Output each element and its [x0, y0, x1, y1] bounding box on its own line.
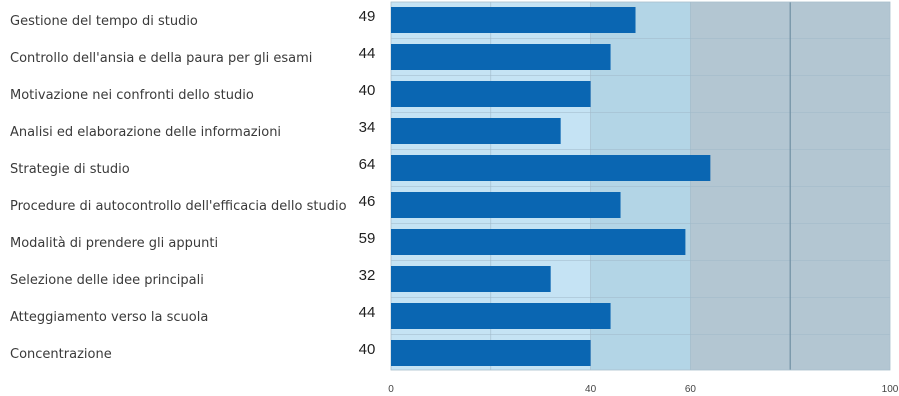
grid-lines: [390, 1, 891, 371]
bar: [391, 229, 686, 255]
value-label: 32: [359, 267, 376, 284]
plot-frame: [390, 1, 891, 371]
value-label: 46: [359, 193, 376, 210]
value-label: 44: [359, 304, 376, 321]
bars: [391, 7, 711, 366]
category-label: Analisi ed elaborazione delle informazio…: [10, 125, 281, 140]
category-label: Strategie di studio: [10, 162, 130, 177]
category-label: Gestione del tempo di studio: [10, 14, 198, 29]
category-labels: Gestione del tempo di studio Controllo de…: [10, 14, 347, 362]
x-tick-label: 40: [585, 384, 597, 395]
x-tick-label: 0: [388, 384, 394, 395]
value-label: 59: [359, 230, 376, 247]
value-labels: 49 44 40 34 64 46 59 32 44 40: [359, 8, 376, 358]
value-label: 40: [359, 82, 376, 99]
bar: [391, 118, 561, 144]
category-label: Procedure di autocontrollo dell'efficaci…: [10, 199, 347, 214]
category-label: Motivazione nei confronti dello studio: [10, 88, 254, 103]
category-label: Concentrazione: [10, 347, 112, 362]
x-axis-ticks: 0 40 60 100: [388, 384, 899, 395]
category-label: Controllo dell'ansia e della paura per g…: [10, 51, 312, 66]
bar: [391, 155, 711, 181]
value-label: 44: [359, 45, 376, 62]
value-label: 34: [359, 119, 376, 136]
bar: [391, 340, 591, 366]
value-label: 40: [359, 341, 376, 358]
bar: [391, 266, 551, 292]
bar: [391, 303, 611, 329]
category-label: Selezione delle idee principali: [10, 273, 204, 288]
bar: [391, 44, 611, 70]
category-label: Modalità di prendere gli appunti: [10, 236, 218, 251]
x-tick-label: 60: [685, 384, 697, 395]
x-tick-label: 100: [882, 384, 899, 395]
category-label: Atteggiamento verso la scuola: [10, 310, 208, 325]
bar: [391, 192, 621, 218]
value-label: 64: [359, 156, 376, 173]
bar: [391, 7, 636, 33]
bar: [391, 81, 591, 107]
value-label: 49: [359, 8, 376, 25]
